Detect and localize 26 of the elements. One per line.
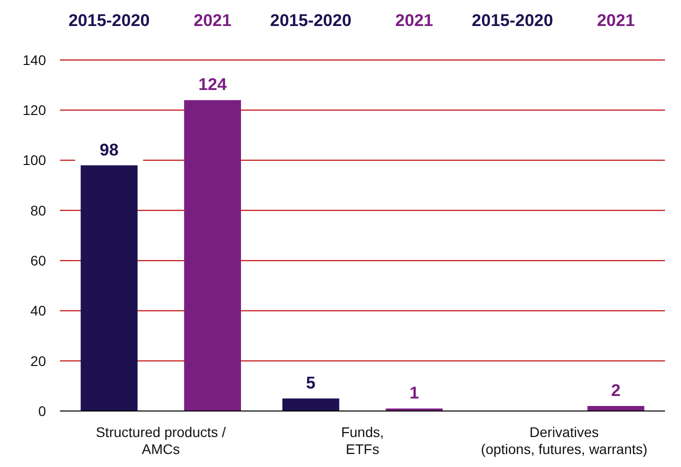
y-tick-label: 100: [22, 152, 46, 168]
data-label: 5: [306, 373, 316, 392]
y-tick-label: 20: [30, 352, 46, 369]
x-tick-label: Derivatives (options, futures, warrants): [480, 424, 648, 457]
y-tick-label: 140: [22, 52, 46, 68]
text: 2021: [194, 11, 232, 30]
data-label: 1: [409, 383, 419, 402]
text: 2021: [596, 11, 635, 30]
bar: [80, 165, 138, 411]
y-tick-label: 120: [22, 102, 46, 118]
x-tick-label: Funds, ETFs: [341, 424, 384, 457]
text: 2021: [395, 11, 434, 30]
text: 2015-2020: [68, 11, 150, 30]
text: 2015-2020: [472, 11, 554, 30]
data-label: 2: [611, 380, 621, 400]
bar: [282, 398, 340, 411]
y-tick-label: 40: [30, 302, 46, 319]
y-tick-label: 0: [38, 402, 46, 419]
bar: [184, 100, 241, 411]
y-tick-label: 80: [30, 202, 46, 218]
bar: [587, 406, 644, 411]
data-label: 124: [198, 75, 228, 94]
data-label: 98: [100, 140, 119, 160]
y-tick-label: 60: [30, 252, 46, 268]
text: 2015-2020: [270, 11, 352, 30]
x-tick-label: Structured products / AMCs: [96, 424, 226, 457]
